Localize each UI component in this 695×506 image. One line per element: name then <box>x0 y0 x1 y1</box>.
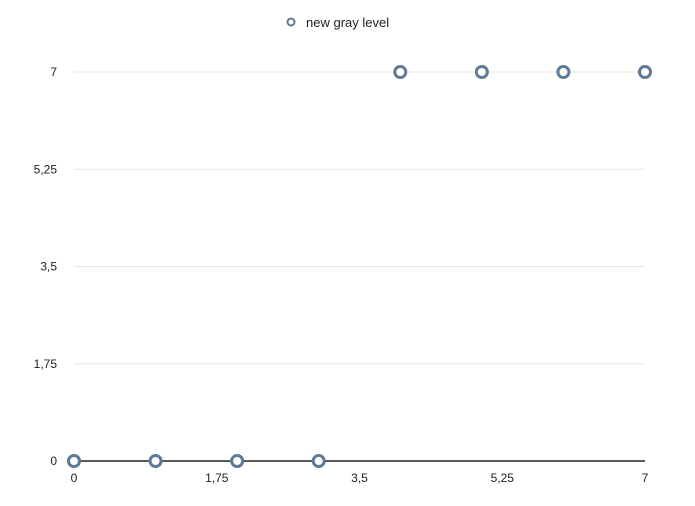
grid-lines <box>74 71 645 365</box>
x-tick-label: 0 <box>71 471 78 485</box>
x-tick-label: 7 <box>642 471 649 485</box>
legend: new gray level <box>286 15 389 30</box>
y-axis-ticks: 0 1,75 3,5 5,25 7 <box>34 65 58 468</box>
x-tick-label: 5,25 <box>491 471 515 485</box>
y-tick-label: 3,5 <box>40 260 57 274</box>
y-tick-label: 0 <box>50 454 57 468</box>
x-axis-ticks: 0 1,75 3,5 5,25 7 <box>71 471 649 485</box>
data-point <box>148 454 163 468</box>
data-point <box>67 454 81 468</box>
x-tick-label: 3,5 <box>351 471 368 485</box>
data-point <box>474 65 489 79</box>
data-point <box>638 65 652 79</box>
y-tick-label: 5,25 <box>34 162 58 176</box>
data-point <box>393 65 408 79</box>
y-tick-label: 7 <box>50 65 57 79</box>
x-tick-label: 1,75 <box>205 471 229 485</box>
data-points <box>67 65 652 468</box>
legend-marker <box>286 17 296 27</box>
data-point <box>230 454 245 468</box>
y-tick-label: 1,75 <box>34 357 58 371</box>
data-point <box>556 65 571 79</box>
legend-label: new gray level <box>306 15 389 30</box>
data-point <box>311 454 326 468</box>
